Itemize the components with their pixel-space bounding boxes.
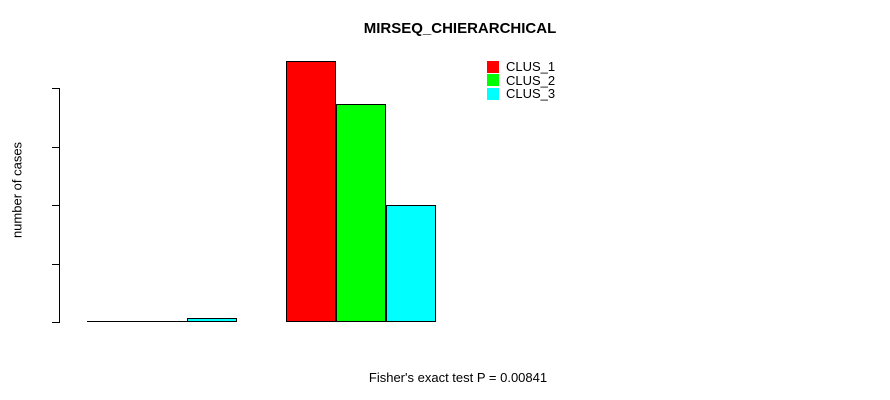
- bar-clus-2-igfn1-mutated: [137, 321, 187, 322]
- footnote: Fisher's exact test P = 0.00841: [368, 370, 548, 385]
- chart-title: MIRSEQ_CHIERARCHICAL: [363, 20, 557, 37]
- bar-clus-1-igfn1-mutated: [87, 321, 137, 322]
- legend: CLUS_1 CLUS_2 CLUS_3: [487, 60, 555, 101]
- legend-item: CLUS_3: [487, 87, 555, 100]
- legend-swatch-icon: [487, 60, 499, 73]
- y-tick: [52, 264, 59, 265]
- legend-swatch-icon: [487, 74, 499, 86]
- y-tick: [52, 205, 59, 206]
- y-tick: [52, 147, 59, 148]
- bar-clus-3-igfn1-mutated: [187, 318, 237, 322]
- bar-clus-1-igfn1-wild-type: [286, 61, 336, 322]
- y-tick: [52, 322, 59, 323]
- legend-item-label: CLUS_3: [506, 86, 556, 101]
- legend-item: CLUS_1: [487, 60, 555, 73]
- y-tick: [52, 88, 59, 89]
- y-axis-line: [59, 88, 60, 323]
- legend-item-label: CLUS_1: [506, 59, 556, 74]
- bar-clus-2-igfn1-wild-type: [336, 104, 386, 322]
- legend-swatch-icon: [487, 87, 499, 100]
- legend-item-label: CLUS_2: [506, 72, 556, 88]
- y-axis-label: number of cases: [9, 141, 25, 239]
- legend-item: CLUS_2: [487, 74, 555, 87]
- bar-clus-3-igfn1-wild-type: [386, 205, 436, 322]
